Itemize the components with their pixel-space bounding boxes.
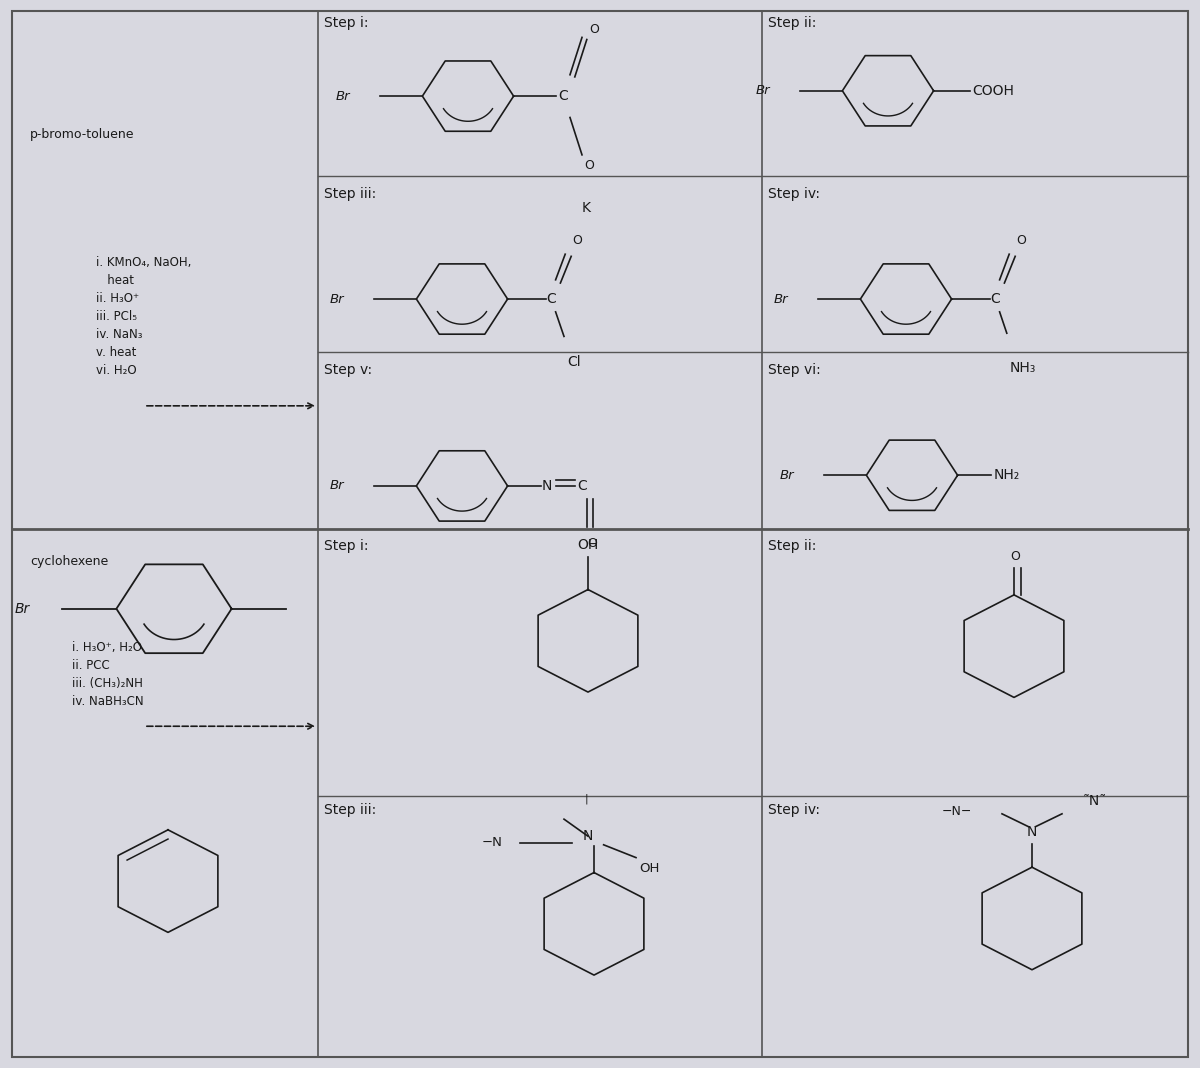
Text: OH: OH [577, 538, 599, 552]
Text: C: C [990, 292, 1000, 307]
Text: −N: −N [482, 836, 503, 849]
Text: Br: Br [330, 293, 344, 305]
Text: C: C [577, 478, 587, 493]
Text: O: O [1010, 550, 1020, 563]
Text: Step ii:: Step ii: [768, 16, 816, 30]
Text: O: O [584, 159, 594, 172]
Text: NH₃: NH₃ [1009, 361, 1036, 375]
Text: Step i:: Step i: [324, 16, 368, 30]
Text: NH₂: NH₂ [994, 468, 1020, 483]
Text: Br: Br [756, 84, 770, 97]
Text: Step iii:: Step iii: [324, 803, 377, 817]
Text: O: O [572, 234, 582, 247]
Text: Br: Br [774, 293, 788, 305]
Text: Br: Br [330, 480, 344, 492]
Text: C: C [558, 89, 568, 104]
Text: ˜N˜: ˜N˜ [1082, 794, 1106, 808]
Text: C: C [546, 292, 556, 307]
Text: −N−: −N− [942, 805, 972, 818]
Text: Step iv:: Step iv: [768, 187, 820, 201]
Text: cyclohexene: cyclohexene [30, 555, 108, 568]
Text: N: N [583, 829, 593, 843]
Text: N: N [541, 478, 552, 493]
Text: Cl: Cl [568, 355, 581, 368]
Text: N: N [1027, 826, 1037, 839]
Text: i. H₃O⁺, H₂O
ii. PCC
iii. (CH₃)₂NH
iv. NaBH₃CN: i. H₃O⁺, H₂O ii. PCC iii. (CH₃)₂NH iv. N… [72, 641, 144, 708]
Text: Step iii:: Step iii: [324, 187, 377, 201]
Text: Br: Br [780, 469, 794, 482]
Text: K: K [582, 201, 592, 216]
Text: Step vi:: Step vi: [768, 363, 821, 377]
Text: COOH: COOH [972, 83, 1014, 98]
Text: OH: OH [640, 862, 660, 875]
Text: i. KMnO₄, NaOH,
   heat
ii. H₃O⁺
iii. PCl₅
iv. NaN₃
v. heat
vi. H₂O: i. KMnO₄, NaOH, heat ii. H₃O⁺ iii. PCl₅ … [96, 256, 191, 377]
Text: Step iv:: Step iv: [768, 803, 820, 817]
Text: Step i:: Step i: [324, 539, 368, 553]
Text: O: O [1016, 234, 1026, 247]
Text: O: O [587, 537, 596, 550]
Text: Br: Br [14, 601, 30, 616]
Text: O: O [589, 23, 599, 36]
Text: Br: Br [336, 90, 350, 103]
Text: Step v:: Step v: [324, 363, 372, 377]
Text: Step ii:: Step ii: [768, 539, 816, 553]
Text: p-bromo-toluene: p-bromo-toluene [30, 128, 134, 141]
Text: |: | [584, 794, 589, 804]
